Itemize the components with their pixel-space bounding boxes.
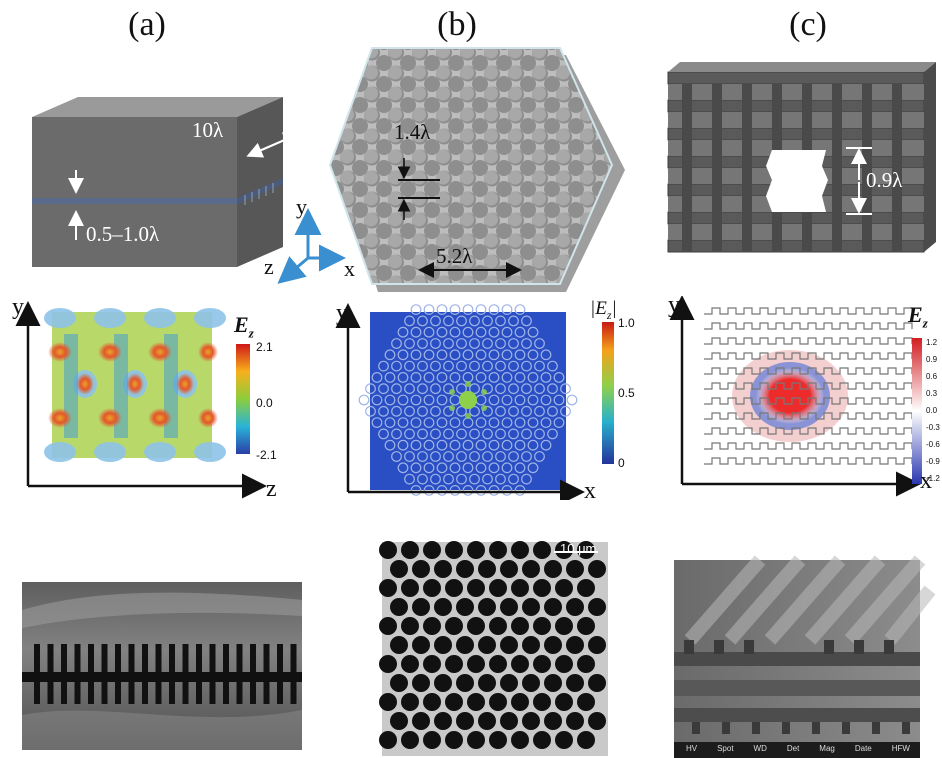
cbar-tick-b-mid: 0.5 [618, 386, 635, 400]
axis-x-c: x [920, 468, 932, 494]
axis-x-b: x [584, 478, 596, 504]
dim-gap-a: 0.5–1.0λ [86, 222, 160, 246]
axis-label-x: x [344, 256, 355, 281]
photonic-crystal-hexagon [328, 47, 625, 292]
cbar-title-a: Ez [234, 312, 254, 341]
cbar-title-b: |Ez| [590, 298, 617, 322]
cbar-tick-a-mid: 0.0 [256, 396, 273, 410]
cbar-tick-c: 0.3 [926, 389, 938, 398]
sem-footer-field: WD [753, 744, 767, 753]
sem-footer-field: Date [854, 744, 872, 753]
sem-image-b [379, 541, 608, 756]
dim-gap-c: 0.9λ [866, 168, 903, 192]
cbar-tick-c: 0.6 [926, 372, 938, 381]
sem-footer-field: Mag [819, 744, 835, 753]
cbar-tick-c: 0.0 [926, 406, 938, 415]
cbar-tick-b-bot: 0 [618, 456, 625, 470]
sem-scale-b: 10 μm [560, 541, 597, 556]
axis-y-a: y [12, 294, 24, 320]
sem-footer-field: HFW [891, 744, 910, 753]
field-plot-b [335, 303, 614, 500]
axis-y-c: y [668, 292, 680, 318]
cbar-tick-c: -0.6 [926, 440, 940, 449]
field-plots-row [15, 296, 922, 500]
sem-footer-c: HV Spot WD Det Mag Date HFW [676, 744, 920, 758]
dim-width-a: 10λ [192, 118, 224, 142]
cbar-tick-c: -0.3 [926, 423, 940, 432]
panel-label-b: (b) [437, 6, 477, 43]
cbar-tick-c: 0.9 [926, 355, 938, 364]
sem-image-a [22, 582, 302, 750]
sem-image-c [674, 555, 936, 758]
sem-footer-field: Spot [717, 744, 734, 753]
cbar-title-c: Ez [908, 302, 928, 331]
structures-row [32, 47, 936, 292]
slab-waveguide-3d [32, 97, 300, 267]
cbar-tick-c: -1.2 [926, 474, 940, 483]
cbar-tick-a-bot: -2.1 [256, 448, 277, 462]
dim-gap-b: 1.4λ [394, 120, 431, 144]
axis-y-b: y [336, 300, 348, 326]
panel-label-c: (c) [789, 6, 827, 43]
field-plot-c [669, 296, 922, 497]
dim-width-b: 5.2λ [436, 244, 473, 268]
sem-footer-field: HV [685, 744, 698, 753]
cbar-tick-c: -0.9 [926, 457, 940, 466]
axis-label-y: y [296, 194, 307, 219]
cbar-tick-b-top: 1.0 [618, 316, 635, 330]
woodpile-crystal-3d [667, 62, 936, 253]
axis-label-z: z [264, 254, 274, 279]
sem-footer-field: Det [786, 744, 800, 753]
axis-z-a: z [266, 476, 277, 502]
cbar-tick-a-top: 2.1 [256, 340, 273, 354]
cbar-tick-c: 1.2 [926, 338, 938, 347]
field-plot-a [15, 301, 267, 499]
panel-label-a: (a) [128, 6, 166, 43]
sem-images-row [22, 541, 936, 758]
axis-triad [277, 208, 346, 284]
